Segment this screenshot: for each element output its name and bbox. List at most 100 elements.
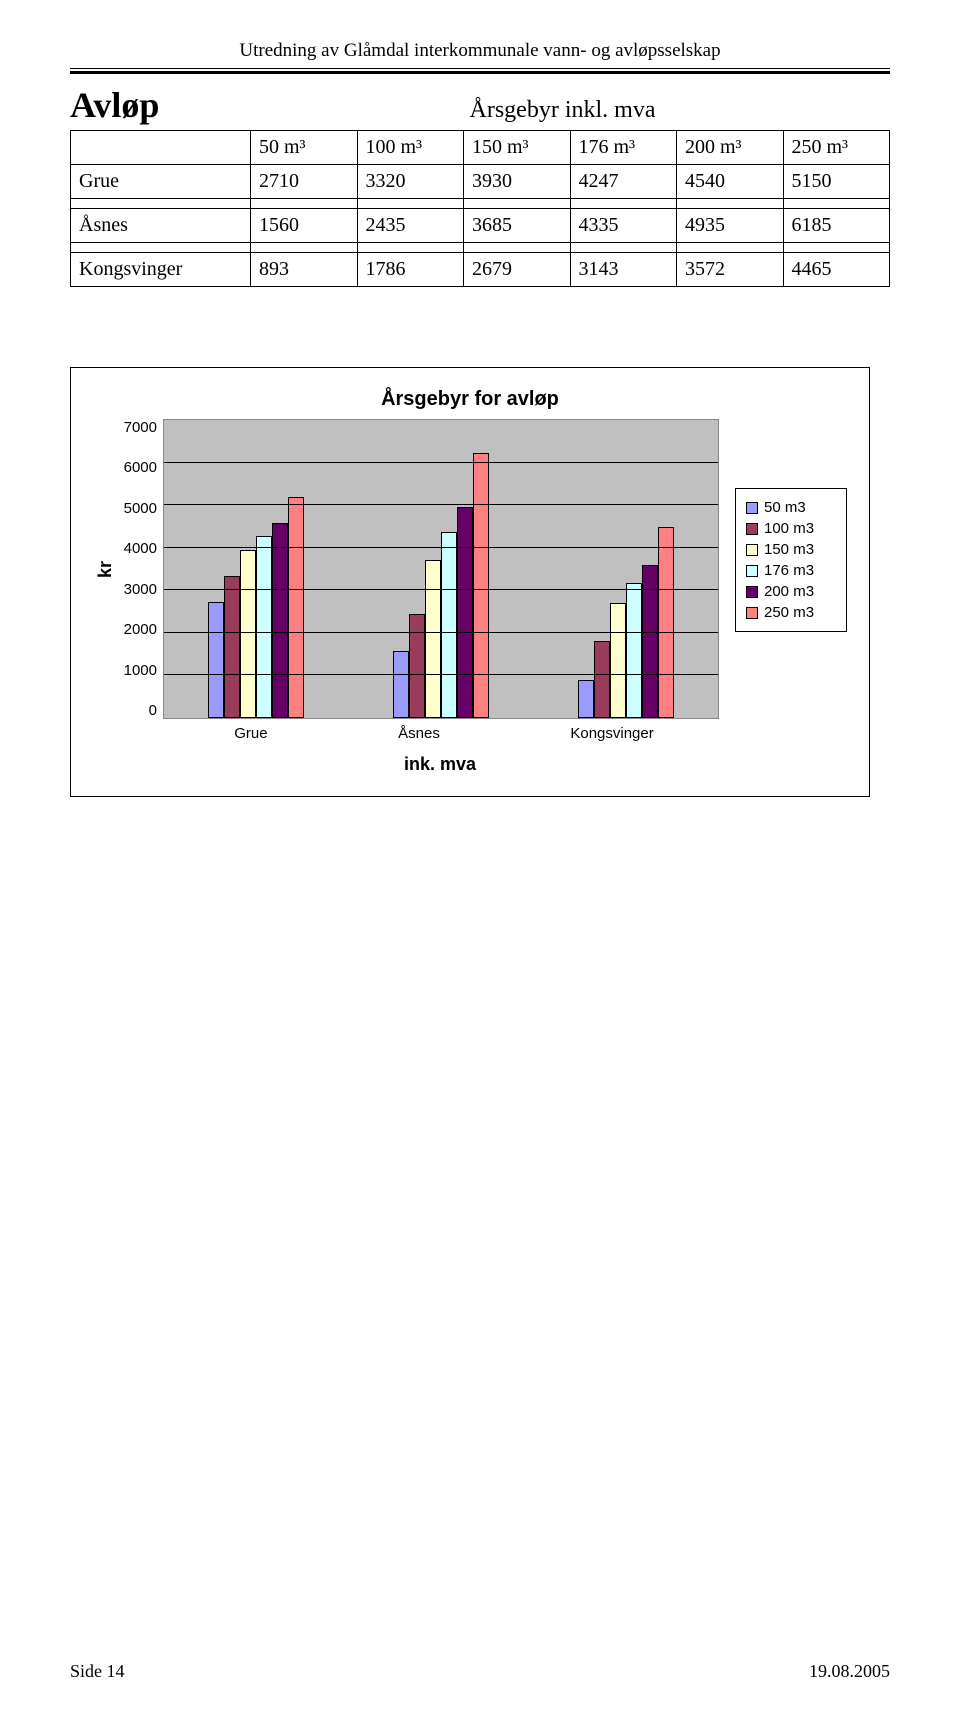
- bar: [473, 453, 489, 718]
- bar: [594, 641, 610, 718]
- ytick-label: 0: [149, 702, 157, 719]
- table-spacer: [71, 243, 890, 253]
- legend-swatch: [746, 565, 758, 577]
- bar: [256, 536, 272, 718]
- legend-swatch: [746, 523, 758, 535]
- cell-value: 4247: [570, 165, 677, 199]
- bar: [626, 583, 642, 718]
- chart-xlabel: ink. mva: [31, 754, 849, 775]
- cell-value: 3320: [357, 165, 464, 199]
- table-title: Årsgebyr inkl. mva: [365, 97, 760, 124]
- legend-row: 250 m3: [746, 604, 836, 621]
- xtick-label: Åsnes: [398, 725, 440, 742]
- bar: [409, 614, 425, 718]
- legend-label: 100 m3: [764, 520, 814, 537]
- bar: [610, 603, 626, 718]
- bar: [642, 565, 658, 718]
- row-label: Åsnes: [71, 209, 251, 243]
- ytick-label: 3000: [124, 581, 157, 598]
- ytick-label: 6000: [124, 459, 157, 476]
- bar: [240, 550, 256, 718]
- legend-label: 50 m3: [764, 499, 806, 516]
- ytick-label: 7000: [124, 419, 157, 436]
- grid-line: [164, 589, 718, 590]
- cell-value: 3572: [677, 253, 784, 287]
- row-label: Kongsvinger: [71, 253, 251, 287]
- bar-group: [393, 453, 489, 718]
- legend-swatch: [746, 544, 758, 556]
- footer-right: 19.08.2005: [809, 1661, 890, 1682]
- ytick-label: 4000: [124, 540, 157, 557]
- bar: [425, 560, 441, 718]
- col-header: 100 m³: [357, 131, 464, 165]
- cell-value: 4935: [677, 209, 784, 243]
- xtick-label: Grue: [234, 725, 267, 742]
- cell-value: 6185: [783, 209, 890, 243]
- ytick-label: 1000: [124, 662, 157, 679]
- legend-swatch: [746, 502, 758, 514]
- col-header: 176 m³: [570, 131, 677, 165]
- legend-swatch: [746, 607, 758, 619]
- bar-group: [578, 527, 674, 718]
- cell-value: 3930: [464, 165, 571, 199]
- cell-value: 2679: [464, 253, 571, 287]
- legend-swatch: [746, 586, 758, 598]
- chart-title: Årsgebyr for avløp: [91, 388, 849, 411]
- ytick-label: 2000: [124, 621, 157, 638]
- grid-line: [164, 674, 718, 675]
- footer-left: Side 14: [70, 1661, 125, 1682]
- legend-label: 150 m3: [764, 541, 814, 558]
- chart-yaxis: 7000 6000 5000 4000 3000 2000 1000 0: [115, 419, 163, 719]
- legend-row: 50 m3: [746, 499, 836, 516]
- cell-value: 4465: [783, 253, 890, 287]
- grid-line: [164, 504, 718, 505]
- table-row: Grue271033203930424745405150: [71, 165, 890, 199]
- cell-value: 5150: [783, 165, 890, 199]
- section-title: Avløp: [70, 84, 365, 126]
- table-row: Åsnes156024353685433549356185: [71, 209, 890, 243]
- legend-label: 200 m3: [764, 583, 814, 600]
- bar: [441, 532, 457, 718]
- page-header: Utredning av Glåmdal interkommunale vann…: [70, 40, 890, 62]
- grid-line: [164, 632, 718, 633]
- legend-row: 200 m3: [746, 583, 836, 600]
- rule-thick: [70, 71, 890, 74]
- legend-label: 250 m3: [764, 604, 814, 621]
- bar: [208, 602, 224, 718]
- col-header: 50 m³: [251, 131, 358, 165]
- chart-legend: 50 m3 100 m3 150 m3 176 m3 200 m3 250 m3: [735, 488, 847, 632]
- bar: [658, 527, 674, 718]
- table-spacer: [71, 199, 890, 209]
- chart-plot: [163, 419, 719, 719]
- grid-line: [164, 547, 718, 548]
- legend-row: 150 m3: [746, 541, 836, 558]
- ytick-label: 5000: [124, 500, 157, 517]
- cell-value: 1786: [357, 253, 464, 287]
- table-header-row: 50 m³ 100 m³ 150 m³ 176 m³ 200 m³ 250 m³: [71, 131, 890, 165]
- cell-value: 3685: [464, 209, 571, 243]
- cell-value: 4540: [677, 165, 784, 199]
- chart-xaxis: Grue Åsnes Kongsvinger: [169, 719, 719, 742]
- cell-value: 4335: [570, 209, 677, 243]
- data-table: 50 m³ 100 m³ 150 m³ 176 m³ 200 m³ 250 m³…: [70, 130, 890, 287]
- cell-value: 3143: [570, 253, 677, 287]
- bar: [288, 497, 304, 718]
- chart-container: Årsgebyr for avløp kr 7000 6000 5000 4000 30…: [70, 367, 870, 797]
- cell-value: 893: [251, 253, 358, 287]
- bar: [393, 651, 409, 718]
- bar: [224, 576, 240, 718]
- col-header: 250 m³: [783, 131, 890, 165]
- col-header: 200 m³: [677, 131, 784, 165]
- chart-ylabel: kr: [91, 419, 115, 719]
- bar: [457, 507, 473, 719]
- grid-line: [164, 462, 718, 463]
- rule-thin: [70, 68, 890, 69]
- bar: [578, 680, 594, 718]
- cell-value: 2710: [251, 165, 358, 199]
- bar-group: [208, 497, 304, 718]
- table-corner: [71, 131, 251, 165]
- col-header: 150 m³: [464, 131, 571, 165]
- table-row: Kongsvinger89317862679314335724465: [71, 253, 890, 287]
- legend-row: 176 m3: [746, 562, 836, 579]
- xtick-label: Kongsvinger: [570, 725, 653, 742]
